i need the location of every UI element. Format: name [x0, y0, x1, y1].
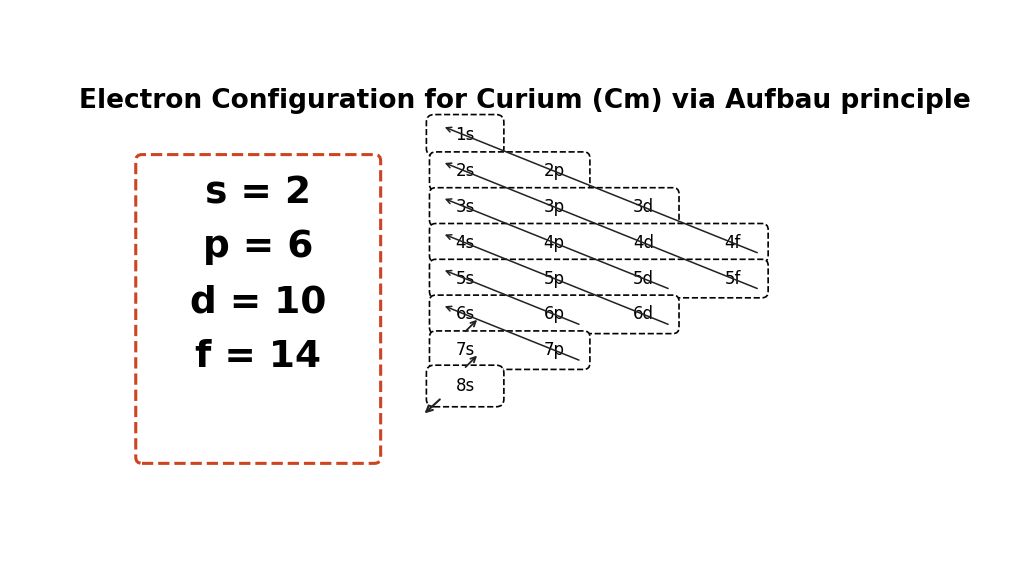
Text: 2p: 2p — [544, 162, 565, 180]
Text: p = 6: p = 6 — [203, 229, 313, 265]
Text: 4p: 4p — [544, 234, 565, 252]
Text: 4s: 4s — [456, 234, 475, 252]
Text: d = 10: d = 10 — [190, 285, 327, 320]
FancyBboxPatch shape — [136, 154, 381, 463]
FancyBboxPatch shape — [429, 259, 768, 298]
Text: 7p: 7p — [544, 341, 565, 359]
FancyBboxPatch shape — [429, 188, 679, 226]
Text: 3p: 3p — [544, 198, 565, 216]
Text: 5p: 5p — [544, 270, 565, 287]
Text: 2s: 2s — [456, 162, 475, 180]
Text: DiagramAcademy.com: DiagramAcademy.com — [520, 255, 635, 323]
Text: Diagram Academy: Diagram Academy — [892, 539, 999, 550]
FancyBboxPatch shape — [429, 295, 679, 334]
Text: 1s: 1s — [456, 126, 475, 145]
Text: 6d: 6d — [633, 305, 654, 323]
Text: 7s: 7s — [456, 341, 475, 359]
Text: f = 14: f = 14 — [196, 339, 322, 375]
Text: 6s: 6s — [456, 305, 475, 323]
Text: 3d: 3d — [633, 198, 654, 216]
Text: 4f: 4f — [724, 234, 740, 252]
FancyBboxPatch shape — [426, 365, 504, 407]
Text: 5f: 5f — [724, 270, 740, 287]
Text: 3s: 3s — [456, 198, 475, 216]
Text: 5s: 5s — [456, 270, 475, 287]
Text: s = 2: s = 2 — [205, 175, 311, 211]
Text: 5d: 5d — [633, 270, 654, 287]
FancyBboxPatch shape — [426, 115, 504, 156]
FancyBboxPatch shape — [429, 331, 590, 369]
Text: 8s: 8s — [456, 377, 475, 395]
FancyBboxPatch shape — [429, 152, 590, 191]
Text: 6p: 6p — [544, 305, 565, 323]
FancyBboxPatch shape — [429, 223, 768, 262]
Text: 4d: 4d — [633, 234, 654, 252]
Text: Electron Configuration for Curium (Cm) via Aufbau principle: Electron Configuration for Curium (Cm) v… — [79, 88, 971, 113]
